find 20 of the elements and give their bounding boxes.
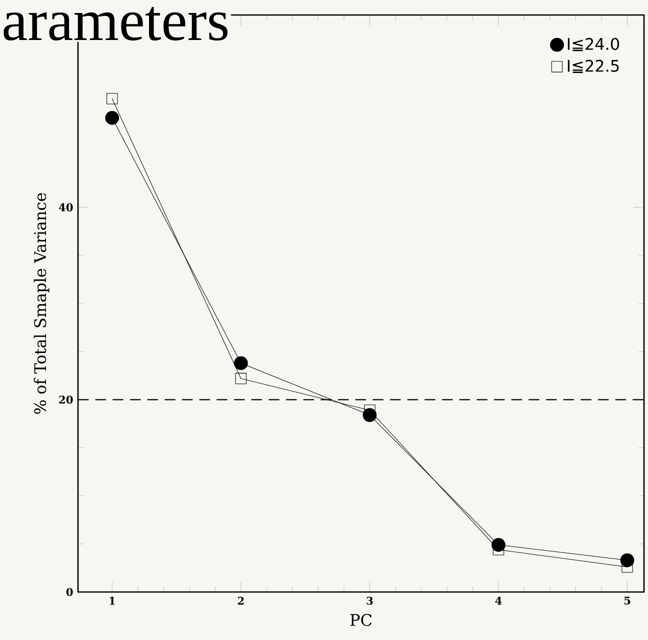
point bbox=[620, 553, 634, 568]
x-axis-title: PC bbox=[350, 614, 372, 626]
point bbox=[234, 356, 248, 370]
x-tick-label: 4 bbox=[495, 596, 502, 605]
y-tick-label: 0 bbox=[66, 588, 73, 596]
legend-label: I≦22.5 bbox=[568, 60, 619, 74]
point bbox=[235, 372, 247, 384]
point bbox=[105, 110, 120, 125]
x-tick-label: 2 bbox=[238, 596, 244, 605]
y-tick-label: 20 bbox=[59, 396, 73, 404]
annotation: arameters bbox=[4, 6, 228, 41]
y-tick-label: 40 bbox=[58, 203, 73, 212]
x-tick-label: 5 bbox=[624, 596, 630, 605]
point bbox=[492, 538, 506, 552]
legend-label: I≦24.0 bbox=[568, 38, 620, 52]
x-tick-label: 1 bbox=[110, 596, 115, 605]
point bbox=[106, 93, 118, 104]
point bbox=[362, 408, 377, 422]
y-axis-title: % of Total Smaple Variance bbox=[34, 193, 50, 414]
x-tick-label: 3 bbox=[366, 596, 373, 605]
